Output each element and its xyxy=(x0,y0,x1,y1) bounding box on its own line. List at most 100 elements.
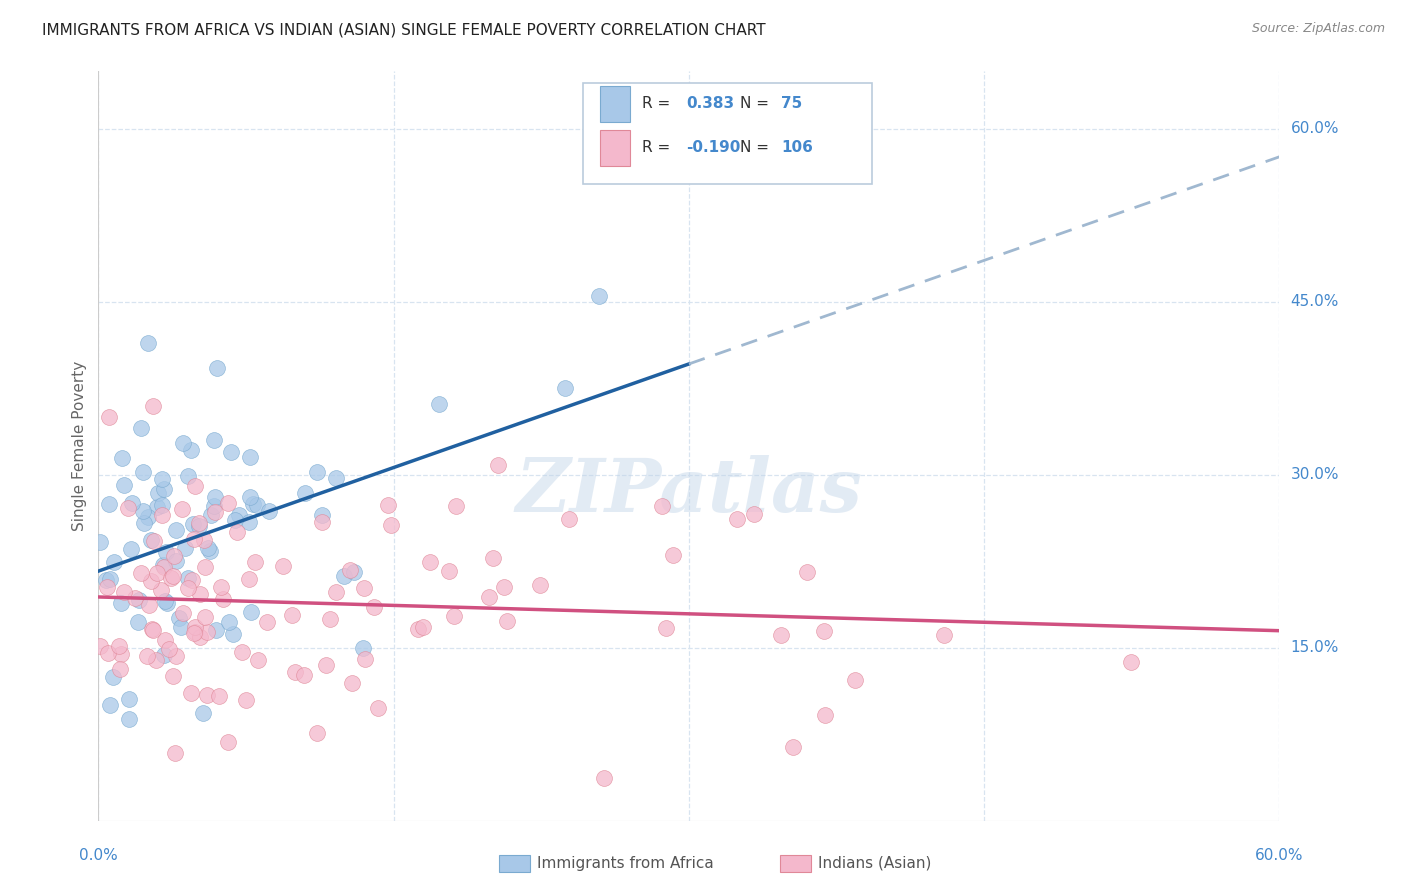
Point xyxy=(200,508,222,522)
Point xyxy=(120,542,142,557)
Point xyxy=(217,496,239,510)
Point xyxy=(165,523,187,537)
Point xyxy=(195,688,218,702)
Point xyxy=(340,676,363,690)
Point xyxy=(180,686,202,700)
Text: Indians (Asian): Indians (Asian) xyxy=(818,856,932,871)
Point xyxy=(97,646,120,660)
Point xyxy=(103,555,125,569)
Point xyxy=(311,515,333,529)
Point xyxy=(96,580,118,594)
Point xyxy=(219,445,242,459)
Text: ZIPatlas: ZIPatlas xyxy=(516,455,862,527)
Point xyxy=(148,486,170,500)
Point xyxy=(437,564,460,578)
Point xyxy=(183,479,205,493)
Point xyxy=(204,490,226,504)
Point xyxy=(165,554,187,568)
Point xyxy=(202,499,225,513)
Point xyxy=(482,551,505,566)
Point xyxy=(108,662,131,676)
Point xyxy=(655,621,678,635)
Point xyxy=(129,421,152,435)
Point xyxy=(294,485,316,500)
Point xyxy=(128,592,150,607)
Text: N =: N = xyxy=(740,96,773,112)
Point xyxy=(150,498,173,512)
Point xyxy=(311,508,333,523)
Point xyxy=(184,625,207,640)
Text: 45.0%: 45.0% xyxy=(1291,294,1339,310)
Point xyxy=(174,541,197,556)
Point xyxy=(153,560,176,574)
Point xyxy=(782,740,804,755)
Point xyxy=(141,574,163,588)
Point xyxy=(172,436,194,450)
Text: IMMIGRANTS FROM AFRICA VS INDIAN (ASIAN) SINGLE FEMALE POVERTY CORRELATION CHART: IMMIGRANTS FROM AFRICA VS INDIAN (ASIAN)… xyxy=(42,22,766,37)
Point xyxy=(94,573,117,587)
Point xyxy=(419,555,441,569)
Text: 15.0%: 15.0% xyxy=(1291,640,1339,656)
Point xyxy=(188,630,211,644)
Point xyxy=(153,483,176,497)
Point xyxy=(118,712,141,726)
Point xyxy=(142,624,165,638)
FancyBboxPatch shape xyxy=(582,83,872,184)
Point xyxy=(162,569,184,583)
Point xyxy=(443,608,465,623)
Point xyxy=(343,565,366,579)
Text: 30.0%: 30.0% xyxy=(1291,467,1339,483)
Text: 75: 75 xyxy=(782,96,803,112)
Point xyxy=(256,615,278,629)
Point xyxy=(146,500,169,514)
Point xyxy=(176,582,198,596)
Point xyxy=(273,559,295,574)
Point xyxy=(239,606,262,620)
Point xyxy=(239,490,262,504)
Point xyxy=(588,289,610,303)
Point xyxy=(152,508,174,523)
Point xyxy=(769,628,792,642)
Point xyxy=(325,585,347,599)
Point xyxy=(238,572,260,586)
Point xyxy=(529,578,551,592)
Point xyxy=(167,611,190,625)
Point xyxy=(141,622,163,636)
Point xyxy=(180,443,202,458)
Point xyxy=(228,508,250,522)
Point xyxy=(363,600,385,615)
Text: 0.383: 0.383 xyxy=(686,96,735,112)
Point xyxy=(231,645,253,659)
Point xyxy=(284,665,307,679)
FancyBboxPatch shape xyxy=(600,130,630,166)
Point xyxy=(98,698,121,712)
Point xyxy=(412,620,434,634)
Text: -0.190: -0.190 xyxy=(686,140,741,155)
Point xyxy=(194,610,217,624)
Point xyxy=(157,642,180,657)
Point xyxy=(1119,655,1142,669)
Point xyxy=(117,500,139,515)
Point xyxy=(191,706,214,720)
Text: 106: 106 xyxy=(782,140,813,155)
Point xyxy=(814,708,837,723)
Point xyxy=(181,573,204,587)
Point xyxy=(107,640,129,654)
Point xyxy=(177,571,200,585)
Point xyxy=(110,596,132,610)
Point xyxy=(662,549,685,563)
Point xyxy=(197,541,219,555)
Text: 60.0%: 60.0% xyxy=(1291,121,1339,136)
Point xyxy=(165,648,187,663)
Point xyxy=(183,626,205,640)
Y-axis label: Single Female Poverty: Single Female Poverty xyxy=(72,361,87,531)
Point xyxy=(377,498,399,512)
Text: R =: R = xyxy=(641,140,675,155)
Point xyxy=(112,584,135,599)
Point xyxy=(162,668,184,682)
Point xyxy=(145,652,167,666)
Point xyxy=(427,397,450,411)
Point xyxy=(134,516,156,530)
Point xyxy=(153,648,176,663)
Point xyxy=(183,532,205,546)
